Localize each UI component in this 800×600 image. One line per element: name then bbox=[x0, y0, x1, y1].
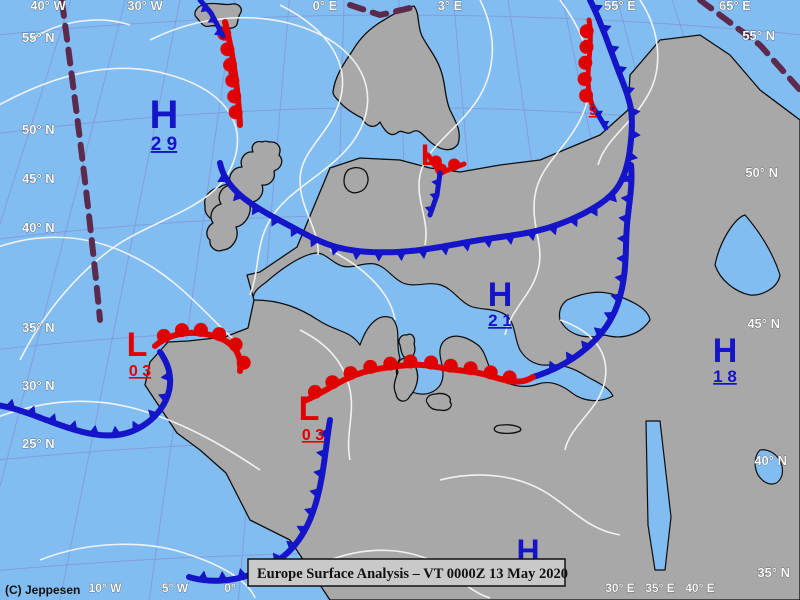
svg-text:5° W: 5° W bbox=[162, 581, 189, 595]
svg-text:45° N: 45° N bbox=[22, 171, 55, 186]
svg-text:40° E: 40° E bbox=[685, 581, 714, 595]
svg-text:50° N: 50° N bbox=[22, 122, 55, 137]
svg-text:0° E: 0° E bbox=[313, 0, 338, 13]
svg-text:L: L bbox=[127, 326, 148, 364]
svg-text:0 3: 0 3 bbox=[129, 363, 151, 380]
svg-text:1 8: 1 8 bbox=[713, 367, 737, 386]
svg-text:35° N: 35° N bbox=[757, 565, 790, 580]
svg-text:0°: 0° bbox=[224, 581, 236, 595]
svg-text:2 1: 2 1 bbox=[488, 311, 512, 330]
svg-text:30° W: 30° W bbox=[127, 0, 163, 13]
svg-text:35° E: 35° E bbox=[645, 581, 674, 595]
svg-text:H: H bbox=[488, 276, 513, 314]
svg-text:50° N: 50° N bbox=[745, 165, 778, 180]
svg-text:Europe Surface Analysis – VT 0: Europe Surface Analysis – VT 0000Z 13 Ma… bbox=[257, 566, 568, 582]
svg-text:2: 2 bbox=[228, 61, 236, 78]
svg-text:0 3: 0 3 bbox=[302, 427, 324, 444]
svg-text:55° N: 55° N bbox=[22, 30, 55, 45]
svg-text:2 9: 2 9 bbox=[151, 134, 177, 155]
svg-text:3° E: 3° E bbox=[438, 0, 463, 13]
svg-text:H: H bbox=[713, 332, 738, 370]
svg-text:45° N: 45° N bbox=[747, 316, 780, 331]
svg-text:10° W: 10° W bbox=[89, 581, 122, 595]
svg-text:35° N: 35° N bbox=[22, 320, 55, 335]
svg-text:30° N: 30° N bbox=[22, 378, 55, 393]
svg-text:40° N: 40° N bbox=[754, 453, 787, 468]
svg-text:(C) Jeppesen: (C) Jeppesen bbox=[5, 583, 80, 597]
svg-text:55° E: 55° E bbox=[604, 0, 636, 13]
svg-text:25° N: 25° N bbox=[22, 436, 55, 451]
svg-text:H: H bbox=[150, 93, 179, 137]
svg-text:65° E: 65° E bbox=[719, 0, 751, 13]
svg-text:40° W: 40° W bbox=[30, 0, 66, 13]
svg-text:30° E: 30° E bbox=[605, 581, 634, 595]
svg-text:9: 9 bbox=[589, 102, 597, 119]
svg-text:L: L bbox=[421, 139, 439, 172]
svg-text:40° N: 40° N bbox=[22, 220, 55, 235]
svg-text:55° N: 55° N bbox=[742, 28, 775, 43]
svg-text:L: L bbox=[299, 390, 320, 428]
